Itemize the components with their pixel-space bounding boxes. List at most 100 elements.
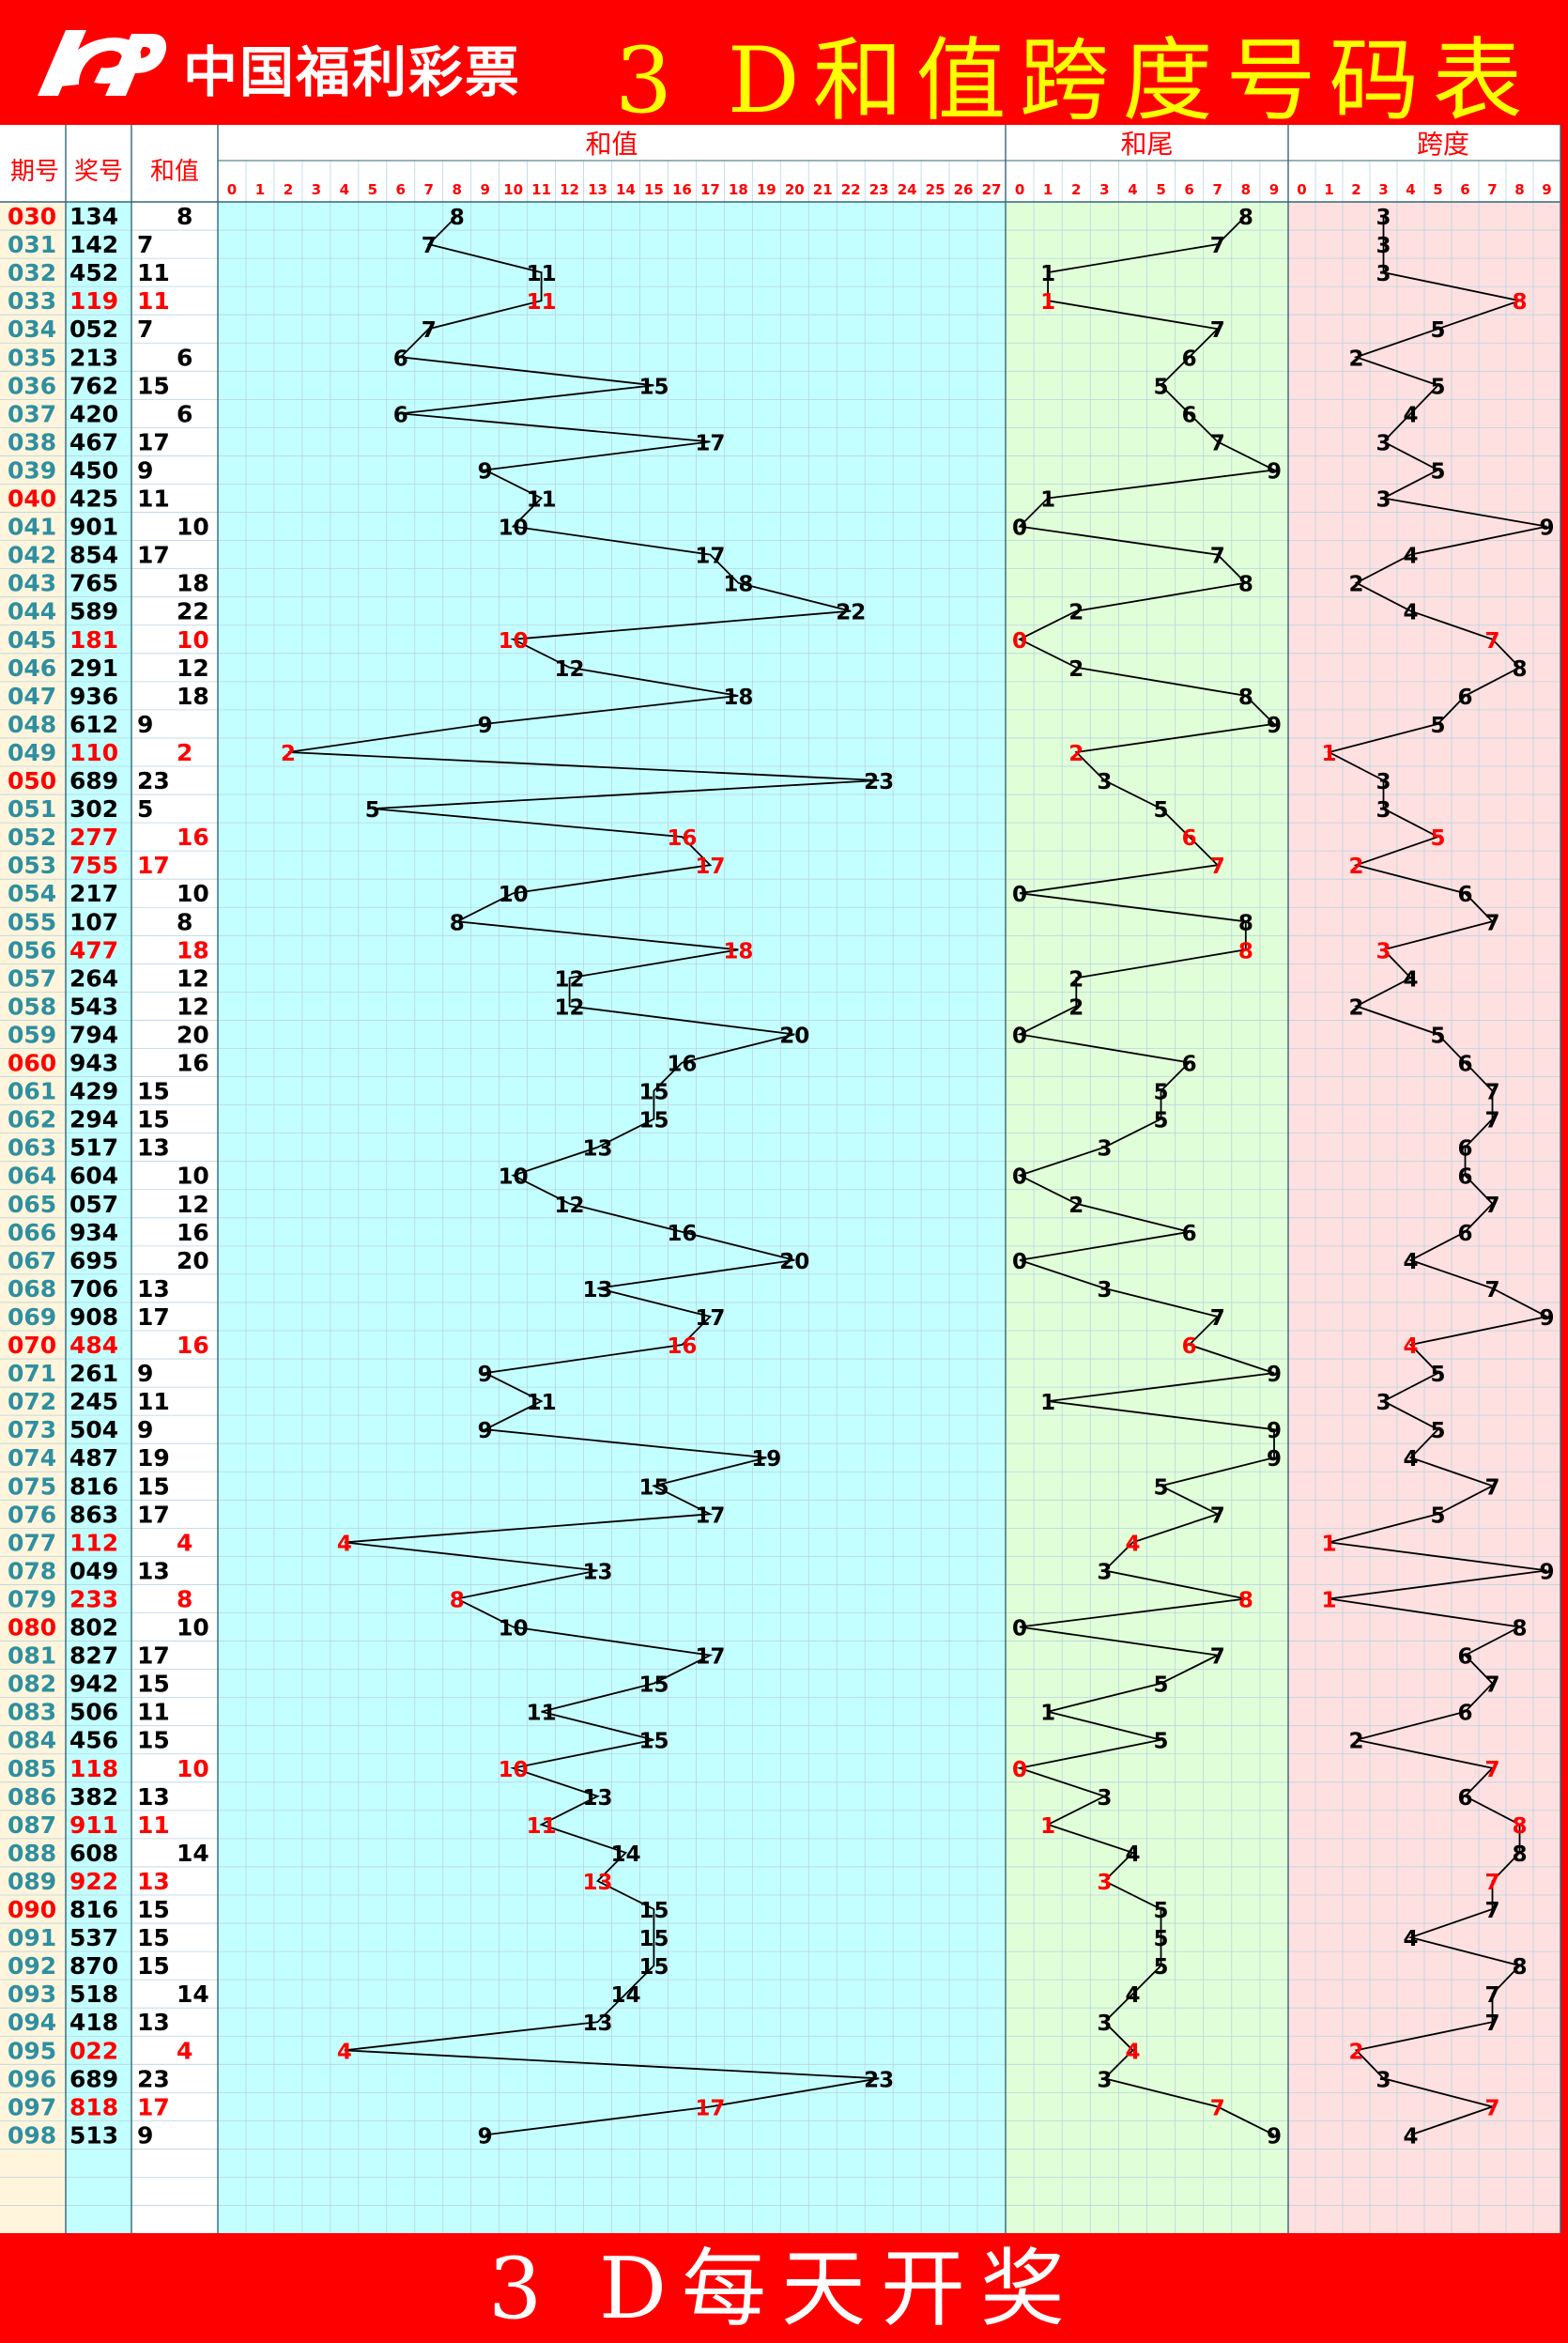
sum-tick-label: 0: [227, 181, 237, 198]
sum-cell: 15: [137, 1727, 170, 1754]
welfare-lottery-logo-icon: [38, 30, 167, 96]
span-point-label: 6: [1457, 1137, 1472, 1162]
span-point-label: 9: [1539, 516, 1554, 541]
draw-cell: 506: [69, 1699, 118, 1726]
period-cell: 082: [8, 1671, 56, 1698]
draw-cell: 816: [69, 1472, 118, 1500]
draw-cell: 943: [69, 1050, 118, 1077]
period-cell: 043: [8, 570, 56, 597]
draw-cell: 233: [69, 1585, 118, 1612]
tail-tick-label: 2: [1071, 181, 1081, 198]
sum-cell: 15: [137, 372, 170, 399]
tail-point-label: 5: [1154, 1927, 1169, 1951]
sum-cell: 18: [177, 936, 209, 963]
span-point-label: 6: [1457, 1165, 1472, 1190]
span-point-label: 7: [1484, 2012, 1499, 2036]
period-cell: 049: [8, 739, 56, 766]
tail-point-label: 0: [1012, 629, 1027, 654]
sum-point-label: 4: [337, 2040, 352, 2064]
sum-point-label: 13: [583, 1278, 613, 1303]
tail-point-label: 1: [1040, 1391, 1055, 1415]
span-point-label: 3: [1376, 431, 1391, 455]
tail-point-label: 0: [1012, 516, 1027, 541]
span-point-label: 1: [1321, 742, 1336, 766]
span-point-label: 8: [1512, 1842, 1527, 1867]
sum-point-label: 7: [422, 318, 437, 343]
tail-point-label: 9: [1267, 459, 1282, 484]
sum-point-label: 9: [478, 459, 493, 484]
sum-point-label: 10: [499, 629, 529, 654]
tail-tick-label: 0: [1015, 181, 1024, 198]
sum-tick-label: 18: [729, 181, 748, 198]
tail-point-label: 2: [1068, 657, 1084, 682]
sum-tick-label: 1: [255, 181, 265, 198]
sum-point-label: 10: [499, 1758, 529, 1782]
draw-cell: 517: [69, 1134, 118, 1162]
tail-point-label: 4: [1125, 1983, 1140, 2008]
draw-cell: 901: [69, 514, 118, 541]
draw-cell: 706: [69, 1275, 118, 1303]
tail-point-label: 6: [1182, 1053, 1197, 1077]
sum-tick-label: 26: [954, 181, 974, 198]
draw-cell: 518: [69, 1981, 118, 2008]
period-cell: 042: [8, 542, 56, 569]
draw-cell: 118: [69, 1755, 118, 1782]
span-point-label: 6: [1457, 1222, 1472, 1246]
draw-cell: 762: [69, 372, 118, 399]
sum-point-label: 11: [527, 1702, 557, 1726]
period-cell: 047: [8, 683, 56, 710]
span-point-label: 5: [1430, 1503, 1445, 1528]
period-cell: 051: [8, 795, 56, 823]
tail-point-label: 2: [1068, 601, 1084, 625]
period-cell: 094: [8, 2009, 56, 2036]
period-cell: 079: [8, 1585, 56, 1612]
sum-point-label: 13: [583, 1560, 613, 1584]
sum-point-label: 12: [555, 1194, 585, 1218]
tail-point-label: 7: [1210, 1645, 1225, 1670]
span-point-label: 7: [1484, 1475, 1499, 1500]
sum-cell: 9: [137, 2121, 153, 2149]
sum-tick-label: 12: [560, 181, 579, 198]
tail-point-label: 0: [1012, 1617, 1027, 1642]
sum-point-label: 15: [638, 1730, 669, 1754]
tail-point-label: 5: [1154, 1081, 1169, 1105]
draw-cell: 863: [69, 1501, 118, 1528]
sum-cell: 10: [177, 1614, 209, 1642]
span-point-label: 2: [1348, 855, 1363, 879]
sum-point-label: 13: [583, 1137, 613, 1162]
span-point-label: 5: [1430, 1419, 1445, 1443]
draw-cell: 911: [69, 1811, 118, 1839]
tail-point-label: 4: [1125, 2040, 1140, 2064]
period-cell: 050: [8, 767, 56, 794]
span-point-label: 9: [1539, 1306, 1554, 1331]
tail-point-label: 7: [1210, 855, 1225, 879]
draw-cell: 936: [69, 683, 118, 710]
sum-tick-label: 23: [869, 181, 889, 198]
span-tick-label: 0: [1297, 181, 1306, 198]
sum-cell: 15: [137, 1671, 170, 1698]
span-point-label: 4: [1403, 967, 1418, 992]
period-cell: 085: [8, 1755, 56, 1782]
span-point-label: 7: [1484, 1109, 1499, 1133]
sum-cell: 2: [177, 739, 192, 766]
sum-cell: 16: [177, 824, 209, 851]
sum-cell: 22: [177, 598, 209, 625]
sum-point-label: 12: [555, 995, 585, 1020]
span-point-label: 4: [1403, 403, 1418, 427]
sum-point-label: 6: [393, 347, 408, 371]
draw-cell: 870: [69, 1952, 118, 1980]
sum-cell: 13: [137, 1557, 170, 1584]
sum-point-label: 17: [695, 1503, 725, 1528]
span-point-label: 3: [1376, 206, 1391, 230]
sum-cell: 9: [137, 456, 153, 484]
footer-title: 3 D每天开奖: [487, 2240, 1081, 2338]
sum-tick-label: 22: [841, 181, 861, 198]
tail-point-label: 5: [1154, 1899, 1169, 1923]
sum-cell: 20: [177, 1021, 209, 1048]
sum-point-label: 12: [555, 967, 585, 992]
period-cell: 071: [8, 1360, 56, 1387]
sum-tick-label: 16: [672, 181, 692, 198]
period-cell: 045: [8, 626, 56, 654]
tail-point-label: 0: [1012, 1758, 1027, 1782]
period-cell: 081: [8, 1642, 56, 1670]
